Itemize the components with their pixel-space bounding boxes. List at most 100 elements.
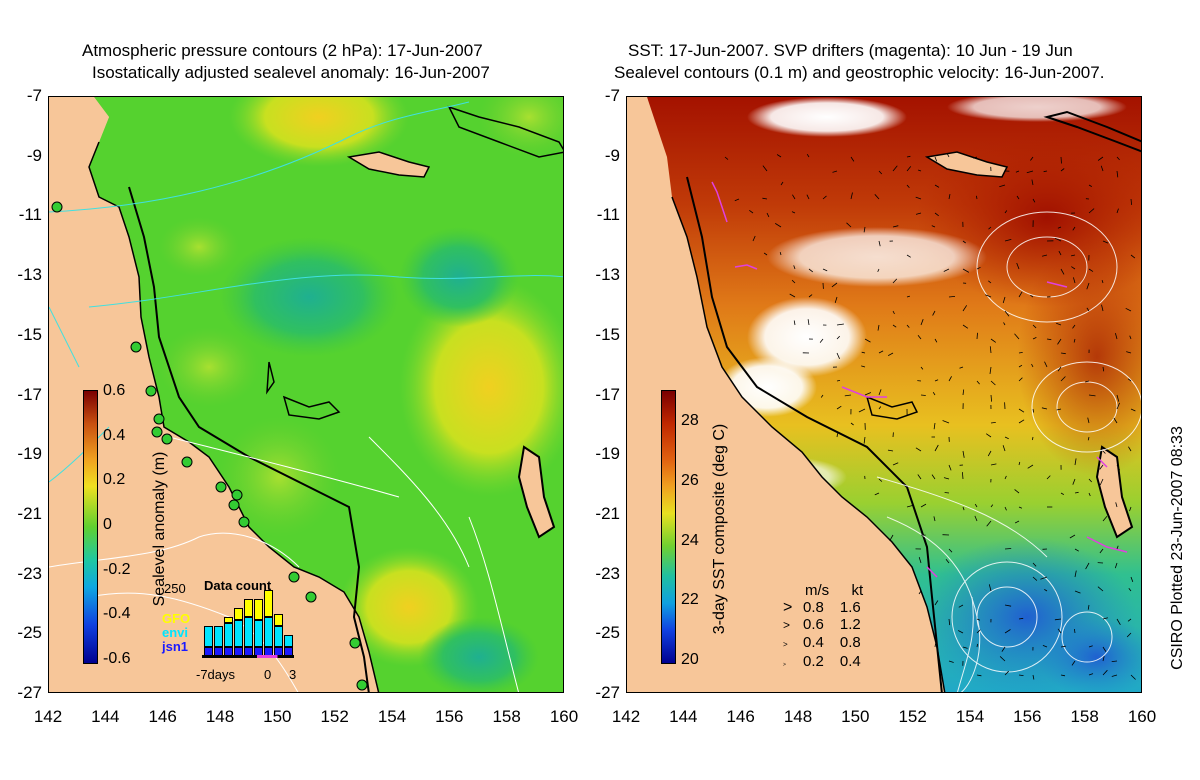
velocity-vector [1031, 179, 1034, 186]
velocity-vector [918, 556, 922, 564]
velocity-vector [920, 503, 927, 508]
velocity-vector [1102, 366, 1105, 372]
velocity-vector [931, 474, 936, 480]
velocity-vector [1026, 170, 1034, 174]
velocity-vector [1056, 322, 1062, 326]
velocity-vector [1126, 351, 1132, 354]
velocity-vector [1074, 570, 1077, 578]
sst-colorbar-tick: 26 [681, 471, 699, 489]
velocity-vector [976, 266, 981, 270]
sst-colorbar [661, 390, 676, 664]
velocity-vector [1116, 464, 1121, 471]
velocity-vector [1088, 478, 1092, 483]
velocity-vector [819, 338, 824, 343]
velocity-vector [1115, 502, 1118, 508]
velocity-vector [836, 335, 840, 340]
velocity-vector [1043, 170, 1048, 173]
sst-map [626, 96, 1142, 693]
velocity-vector [877, 324, 880, 331]
velocity-vector [1040, 576, 1048, 580]
velocity-vector [1088, 208, 1095, 214]
velocity-vector [962, 646, 968, 649]
velocity-vector [1031, 363, 1034, 368]
velocity-vector [962, 240, 966, 244]
velocity-vector [946, 153, 950, 158]
velocity-vector [1102, 240, 1109, 244]
velocity-vector [850, 156, 855, 162]
velocity-vector [976, 332, 978, 340]
lat-tick-label: -19 [17, 444, 42, 464]
velocity-vector [1056, 408, 1062, 411]
velocity-vector [1127, 378, 1132, 382]
lon-tick-label: 156 [1013, 707, 1042, 726]
velocity-vector [1128, 446, 1132, 452]
velocity-vector [906, 166, 912, 172]
velocity-vector [1018, 352, 1023, 354]
velocity-vector [1060, 156, 1062, 164]
velocity-vector [1087, 604, 1090, 610]
velocity-ms-value: 0.4 [803, 634, 824, 651]
velocity-vector [820, 394, 824, 398]
velocity-vector [988, 584, 992, 592]
velocity-vector [892, 324, 897, 328]
velocity-vector [791, 279, 796, 284]
velocity-vector [1018, 364, 1023, 368]
velocity-vector [1102, 450, 1106, 454]
velocity-ms-value: 0.2 [803, 653, 824, 670]
velocity-vector [806, 194, 810, 200]
lon-tick-label: 160 [1127, 707, 1157, 726]
lon-tick-label: 144 [91, 707, 120, 726]
velocity-vector [948, 548, 953, 553]
velocity-vector [934, 156, 938, 162]
velocity-vector [988, 280, 992, 284]
velocity-vector [1046, 475, 1051, 480]
velocity-vector [958, 630, 964, 634]
velocity-vector [892, 462, 899, 466]
velocity-vector [863, 436, 866, 444]
lon-tick-label: 146 [726, 707, 755, 726]
velocity-vector [1060, 492, 1064, 495]
velocity-vector [1018, 617, 1024, 620]
velocity-vector [1072, 226, 1076, 231]
velocity-vector [1032, 198, 1036, 203]
velocity-vector [878, 478, 883, 482]
lat-tick-label: -15 [595, 324, 620, 344]
velocity-vector [934, 184, 940, 188]
lat-tick-label: -27 [595, 683, 620, 702]
data-count-bar-segment [244, 599, 253, 617]
data-count-bar-segment [224, 617, 233, 623]
lat-tick-label: -19 [595, 444, 620, 464]
lat-tick-label: -11 [18, 205, 42, 225]
sealevel-colorbar-tick: -0.6 [103, 650, 131, 667]
velocity-vector [1014, 333, 1020, 340]
velocity-vector [850, 422, 854, 426]
velocity-vector [878, 350, 884, 354]
sst-colorbar-tick: 24 [681, 531, 699, 549]
velocity-vector [734, 198, 740, 202]
velocity-vector [1016, 195, 1020, 200]
velocity-vector [780, 181, 784, 186]
velocity-kt-value: 0.4 [839, 653, 861, 670]
velocity-vector [887, 449, 894, 452]
velocity-arrow-icon: > [783, 662, 786, 668]
velocity-vector [1060, 352, 1066, 355]
velocity-vector [944, 492, 950, 494]
velocity-vector [1057, 628, 1062, 634]
velocity-vector [836, 405, 842, 410]
data-count-inset: Data count [200, 578, 296, 662]
velocity-vector [846, 222, 852, 228]
velocity-vector [934, 444, 939, 452]
velocity-vector [878, 389, 882, 396]
velocity-vector [1004, 210, 1008, 214]
velocity-vector [1032, 408, 1035, 413]
data-count-bar-segment [234, 620, 243, 647]
velocity-kt-value: 1.6 [839, 599, 861, 616]
lon-tick-label: 156 [435, 707, 464, 726]
velocity-vector [1073, 338, 1076, 343]
velocity-vector [1101, 304, 1104, 312]
velocity-vector [948, 296, 956, 298]
velocity-vector [1088, 268, 1094, 272]
lat-tick-label: -23 [595, 563, 620, 583]
lat-tick-label: -13 [595, 265, 620, 285]
velocity-vector [888, 352, 894, 356]
